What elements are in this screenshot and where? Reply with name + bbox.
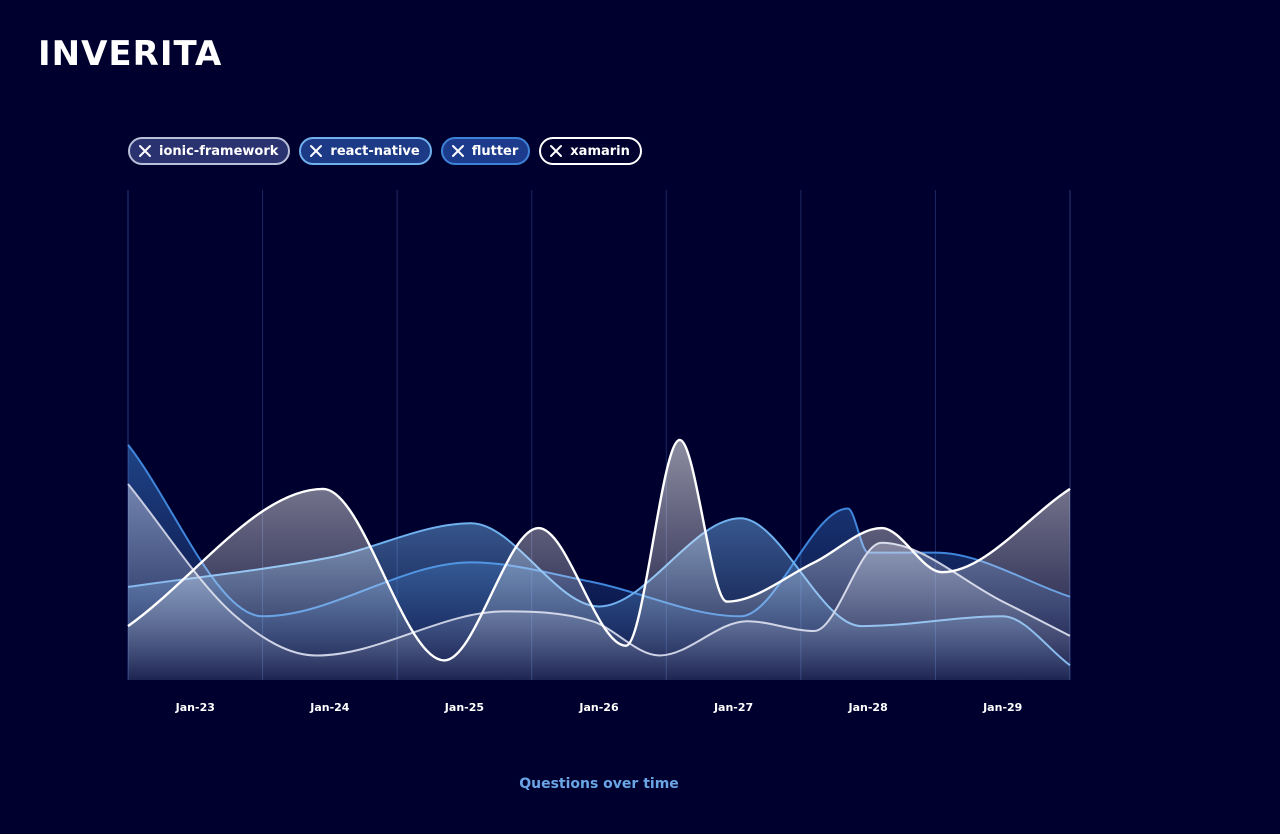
x-tick-label: Jan-26 bbox=[578, 701, 619, 714]
filter-chips: ionic-framework react-native flutter xam… bbox=[128, 137, 642, 165]
close-icon[interactable] bbox=[451, 144, 465, 158]
series-line-xamarin bbox=[127, 438, 1071, 662]
x-tick-label: Jan-25 bbox=[444, 701, 484, 714]
x-tick-label: Jan-27 bbox=[713, 701, 753, 714]
close-icon[interactable] bbox=[138, 144, 152, 158]
filter-chip-label: xamarin bbox=[570, 143, 630, 159]
filter-chip-react-native[interactable]: react-native bbox=[299, 137, 432, 165]
x-tick-label: Jan-23 bbox=[175, 701, 215, 714]
x-tick-label: Jan-29 bbox=[982, 701, 1022, 714]
close-icon[interactable] bbox=[549, 144, 563, 158]
x-tick-label: Jan-28 bbox=[848, 701, 888, 714]
filter-chip-flutter[interactable]: flutter bbox=[440, 137, 531, 165]
x-tick-label: Jan-24 bbox=[309, 701, 350, 714]
filter-chip-label: ionic-framework bbox=[159, 143, 279, 159]
filter-chip-xamarin[interactable]: xamarin bbox=[539, 137, 642, 165]
close-icon[interactable] bbox=[309, 144, 323, 158]
inverita-logo[interactable]: INVERITA bbox=[38, 34, 223, 74]
series-area-xamarin bbox=[128, 439, 1070, 680]
chart-x-axis-title: Questions over time bbox=[519, 776, 679, 792]
filter-chip-label: flutter bbox=[471, 143, 519, 159]
filter-chip-label: react-native bbox=[330, 143, 420, 159]
filter-chip-ionic-framework[interactable]: ionic-framework bbox=[128, 137, 291, 165]
